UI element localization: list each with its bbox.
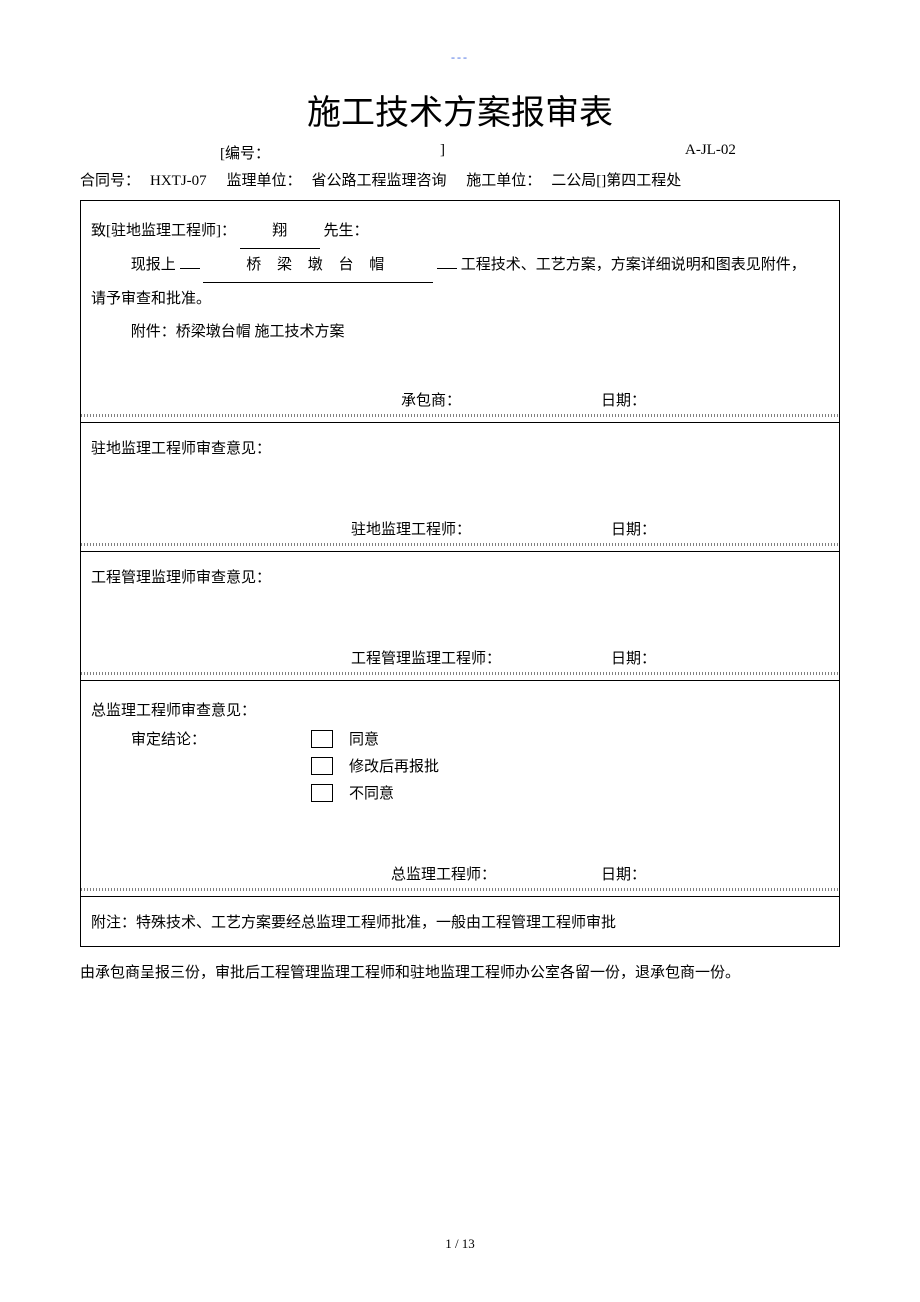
number-bracket-close: ] (440, 142, 445, 163)
contractor-sig-label: 承包商： (401, 389, 601, 410)
section-chief-review: 总监理工程师审查意见： 审定结论： 同意 修改后再报批 不同意 总监理工程师： … (81, 681, 839, 897)
addressee-name: 翔 (240, 215, 320, 249)
verdict-row-2: 修改后再报批 (311, 755, 829, 776)
attachment-text: 桥梁墩台帽 施工技术方案 (176, 324, 345, 340)
top-marker: --- (80, 50, 840, 65)
footer-note: 由承包商呈报三份，审批后工程管理监理工程师和驻地监理工程师办公室各留一份，退承包… (80, 961, 840, 982)
resident-sig-row: 驻地监理工程师： 日期： (91, 518, 829, 539)
checkbox-agree[interactable] (311, 730, 333, 748)
contractor-date-label: 日期： (601, 389, 646, 410)
supervisor-label: 监理单位： (226, 173, 301, 189)
wavy-divider (81, 414, 839, 417)
header-line-1: [编号： ] A-JL-02 (80, 142, 840, 163)
note-text: 附注：特殊技术、工艺方案要经总监理工程师批准，一般由工程管理工程师审批 (91, 915, 616, 931)
management-date-label: 日期： (611, 647, 656, 668)
addressee-suffix: 先生： (324, 223, 369, 239)
number-blank (270, 142, 440, 163)
management-review-title: 工程管理监理师审查意见： (91, 566, 829, 587)
supervisor-unit: 省公路工程监理咨询 (311, 173, 446, 189)
chief-date-label: 日期： (601, 863, 646, 884)
addressee-line: 致[驻地监理工程师]： 翔 先生： (91, 215, 829, 249)
contract-label: 合同号： (80, 173, 140, 189)
resident-review-title: 驻地监理工程师审查意见： (91, 437, 829, 458)
option-disagree: 不同意 (349, 782, 394, 803)
form-table: 致[驻地监理工程师]： 翔 先生： 现报上 桥 梁 墩 台 帽 工程技术、工艺方… (80, 200, 840, 947)
verdict-label: 审定结论： (131, 728, 311, 749)
resident-date-label: 日期： (611, 518, 656, 539)
option-agree: 同意 (349, 728, 379, 749)
section-note: 附注：特殊技术、工艺方案要经总监理工程师批准，一般由工程管理工程师审批 (81, 897, 839, 946)
page-number: 1 / 13 (0, 1236, 920, 1252)
section-contractor-submit: 致[驻地监理工程师]： 翔 先生： 现报上 桥 梁 墩 台 帽 工程技术、工艺方… (81, 201, 839, 423)
checkbox-disagree[interactable] (311, 784, 333, 802)
construction-label: 施工单位： (466, 173, 541, 189)
verdict-row-3: 不同意 (311, 782, 829, 803)
checkbox-revise[interactable] (311, 757, 333, 775)
number-label: [编号： (220, 142, 270, 163)
addressee-prefix: 致[驻地监理工程师]： (91, 223, 236, 239)
submit-line: 现报上 桥 梁 墩 台 帽 工程技术、工艺方案，方案详细说明和图表见附件， (91, 249, 829, 283)
contractor-sig-row: 承包商： 日期： (91, 389, 829, 410)
chief-review-title: 总监理工程师审查意见： (91, 695, 829, 728)
header-line-2: 合同号： HXTJ-07 监理单位： 省公路工程监理咨询 施工单位： 二公局[]第四工… (80, 169, 840, 190)
resident-sig-label: 驻地监理工程师： (351, 518, 611, 539)
management-sig-label: 工程管理监理工程师： (351, 647, 611, 668)
contract-no: HXTJ-07 (150, 173, 207, 189)
construction-unit: 二公局[]第四工程处 (551, 173, 681, 189)
option-revise: 修改后再报批 (349, 755, 439, 776)
management-sig-row: 工程管理监理工程师： 日期： (91, 647, 829, 668)
attachment-line: 附件：桥梁墩台帽 施工技术方案 (91, 316, 829, 349)
submit-prefix: 现报上 (131, 257, 176, 273)
page-container: --- 施工技术方案报审表 [编号： ] A-JL-02 合同号： HXTJ-07… (0, 0, 920, 982)
document-title: 施工技术方案报审表 (80, 85, 840, 134)
verdict-row-1: 审定结论： 同意 (131, 728, 829, 749)
wavy-divider (81, 888, 839, 891)
section-management-review: 工程管理监理师审查意见： 工程管理监理工程师： 日期： (81, 552, 839, 681)
wavy-divider (81, 672, 839, 675)
chief-sig-label: 总监理工程师： (391, 863, 601, 884)
project-name: 桥 梁 墩 台 帽 (203, 249, 433, 283)
submit-suffix: 工程技术、工艺方案，方案详细说明和图表见附件， (461, 257, 806, 273)
section-resident-review: 驻地监理工程师审查意见： 驻地监理工程师： 日期： (81, 423, 839, 552)
wavy-divider (81, 543, 839, 546)
form-code: A-JL-02 (685, 142, 736, 163)
attachment-label: 附件： (131, 324, 176, 340)
review-request: 请予审查和批准。 (91, 283, 829, 316)
chief-sig-row: 总监理工程师： 日期： (91, 863, 829, 884)
